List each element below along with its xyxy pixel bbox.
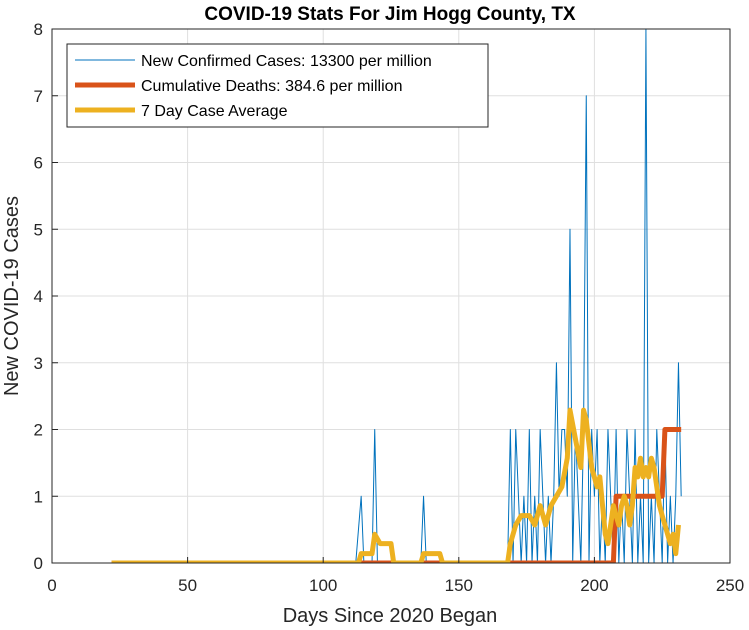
series-line-2-cumulative-deaths-384-6- [111, 427, 682, 563]
legend-box [66, 43, 489, 128]
y-tick-label: 4 [34, 287, 43, 306]
x-tick-label: 100 [309, 576, 337, 595]
x-tick-label: 0 [47, 576, 56, 595]
x-axis-label: Days Since 2020 Began [283, 605, 498, 627]
y-tick-label: 7 [34, 87, 43, 106]
y-tick-label: 6 [34, 154, 43, 173]
axis-ticks: 0 50 100 150 200 250 0 1 2 3 4 5 6 7 8 [34, 20, 745, 595]
x-tick-label: 200 [580, 576, 608, 595]
x-tick-label: 150 [445, 576, 473, 595]
x-tick-label: 250 [716, 576, 744, 595]
legend-label: New Confirmed Cases: 13300 per million [141, 53, 432, 70]
y-tick-label: 2 [34, 421, 43, 440]
chart-title: COVID-19 Stats For Jim Hogg County, TX [204, 4, 576, 25]
series-line-1-new-confirmed-cases-1330 [111, 29, 682, 563]
x-tick-label: 50 [178, 576, 197, 595]
legend-label: Cumulative Deaths: 384.6 per million [141, 78, 402, 95]
legend-label: 7 Day Case Average [141, 103, 288, 120]
y-axis-label: New COVID-19 Cases [1, 196, 23, 396]
y-tick-label: 3 [34, 354, 43, 373]
y-tick-label: 0 [34, 554, 43, 573]
series-line-3-7-day-case-average [111, 407, 681, 563]
y-tick-label: 8 [34, 20, 43, 39]
series-layer [111, 29, 682, 563]
y-tick-label: 1 [34, 487, 43, 506]
legend: New Confirmed Cases: 13300 per million Cu… [66, 43, 489, 128]
y-tick-label: 5 [34, 220, 43, 239]
